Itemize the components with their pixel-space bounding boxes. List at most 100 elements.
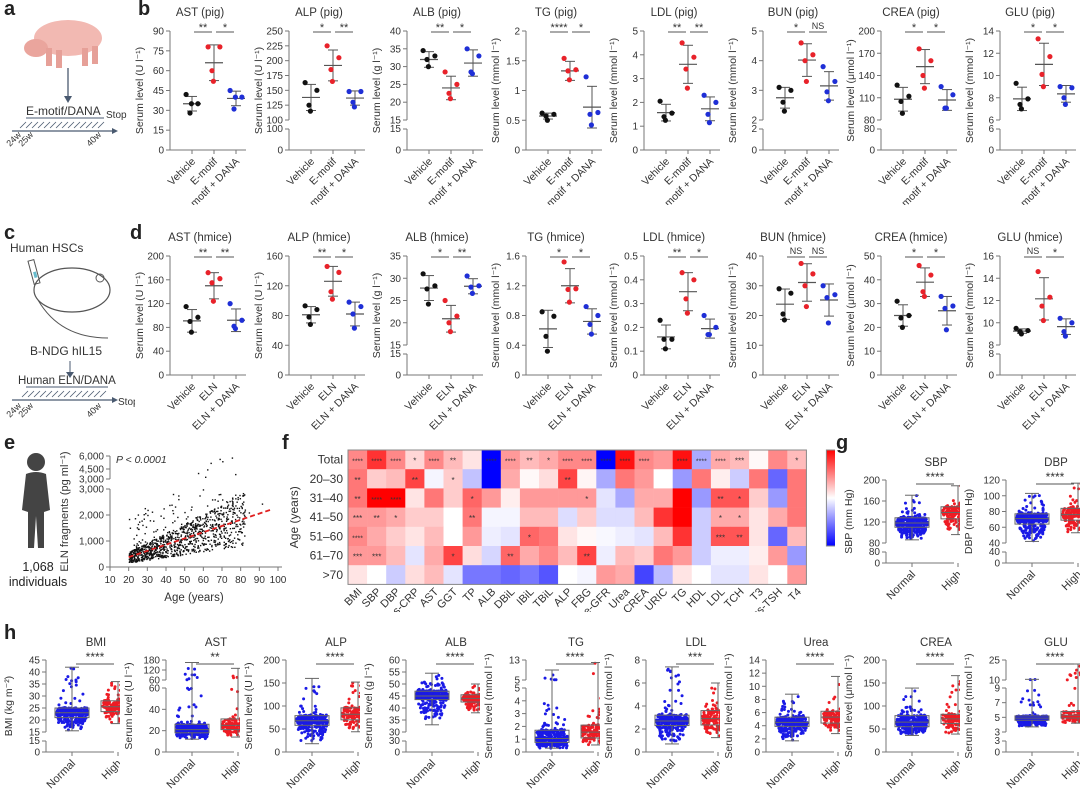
data-point (781, 317, 787, 323)
heatmap-cell (500, 450, 521, 470)
chart-title: CREA (pig) (882, 7, 940, 19)
data-point (346, 299, 352, 305)
heatmap-cell (539, 507, 559, 528)
panel-letter-g: g (836, 432, 849, 454)
scatter-point (187, 550, 190, 553)
heatmap-cell (730, 488, 750, 508)
heatmap-cell (558, 546, 578, 566)
scatter-point (217, 507, 219, 509)
scatter-point (168, 536, 170, 539)
scatter-point (207, 520, 209, 523)
scatter-point (192, 525, 194, 528)
y-axis-label: Serum level (U l⁻¹) (253, 47, 265, 134)
scatter-point (237, 534, 239, 536)
scatter-point (186, 533, 189, 535)
scatter-point (194, 524, 197, 527)
scatter-point (162, 538, 165, 540)
heatmap-cell (443, 469, 463, 489)
heatmap-cell (386, 565, 406, 585)
scatter-point (150, 550, 152, 552)
data-point (302, 710, 306, 714)
scatter-point (141, 545, 143, 548)
scatter-point (199, 534, 202, 537)
scatter-point (202, 523, 204, 525)
data-point (345, 716, 349, 720)
scatter-point (220, 506, 222, 508)
data-point (945, 514, 949, 518)
data-point (305, 728, 309, 732)
scatter-point (190, 509, 193, 511)
data-point (905, 533, 909, 537)
data-point (303, 730, 307, 734)
data-point (1042, 528, 1046, 532)
y-axis-label: Serum level (mmol l⁻¹) (964, 263, 976, 368)
data-point (299, 738, 303, 742)
scatter-point (228, 508, 231, 510)
scatter-point (141, 520, 143, 522)
y-tick-label: 40 (153, 347, 165, 358)
data-point (195, 314, 201, 320)
scatter-point (128, 518, 131, 521)
heatmap-cell (558, 469, 578, 489)
x-tick-label: Normal (1005, 569, 1039, 603)
scatter-point (237, 498, 239, 501)
chart-title: ALB (pig) (413, 7, 461, 19)
data-point (350, 704, 354, 708)
scatter-point (174, 543, 176, 545)
scatter-point (224, 532, 226, 534)
data-point (117, 708, 120, 712)
scatter-point (175, 546, 177, 548)
scatter-point (151, 543, 153, 545)
y-tick-label: 200 (263, 656, 280, 667)
data-point (917, 529, 921, 533)
scatter-point (156, 554, 158, 556)
scatter-point (197, 545, 199, 547)
scatter-point (210, 539, 213, 541)
scatter-point (149, 557, 152, 560)
data-point (187, 677, 191, 681)
scatter-point (184, 524, 186, 527)
scatter-point (185, 535, 187, 537)
scatter-point (152, 543, 154, 546)
chart-title: AST (hmice) (168, 232, 232, 244)
heatmap-cell (615, 450, 635, 470)
y-tick-label: 200 (863, 476, 880, 487)
chart-title: ALP (hmice) (287, 232, 350, 244)
chart-title: ALP (325, 637, 347, 649)
chart-d6: BUN (hmice)Serum level (mmol l⁻¹)0102030… (727, 232, 839, 430)
scatter-point (180, 541, 183, 543)
scatter-point (173, 545, 176, 547)
scatter-point (131, 556, 133, 559)
scatter-point (193, 531, 195, 534)
heatmap-cell (691, 469, 712, 489)
scatter-point (160, 540, 162, 543)
scatter-point (201, 524, 203, 526)
data-point (809, 271, 815, 277)
scatter-point (185, 553, 187, 555)
scatter-point (134, 549, 136, 551)
scatter-point (203, 526, 205, 528)
data-point (1072, 526, 1076, 530)
heatmap-cell (405, 488, 425, 508)
scatter-point (174, 550, 176, 552)
scatter-point (198, 520, 200, 523)
scatter-point (233, 537, 236, 539)
scatter-point (235, 494, 237, 496)
y-tick-label: 45 (153, 86, 165, 97)
y-tick-label: 20 (864, 323, 876, 334)
y-tick-label: 14 (982, 27, 994, 38)
scatter-point (172, 553, 174, 556)
data-point (187, 110, 193, 116)
data-point (916, 513, 920, 517)
scatter-point (223, 535, 225, 537)
scatter-point (135, 560, 137, 563)
y-tick-label: 0 (158, 146, 164, 157)
heatmap-border (347, 449, 807, 585)
y-tick-label: 5 (751, 27, 757, 38)
data-point (916, 46, 922, 52)
scatter-point (231, 457, 234, 459)
y-tick-label: 3 (751, 86, 757, 97)
scatter-point (223, 541, 225, 544)
data-point (572, 67, 578, 73)
heatmap-cell (615, 469, 635, 489)
